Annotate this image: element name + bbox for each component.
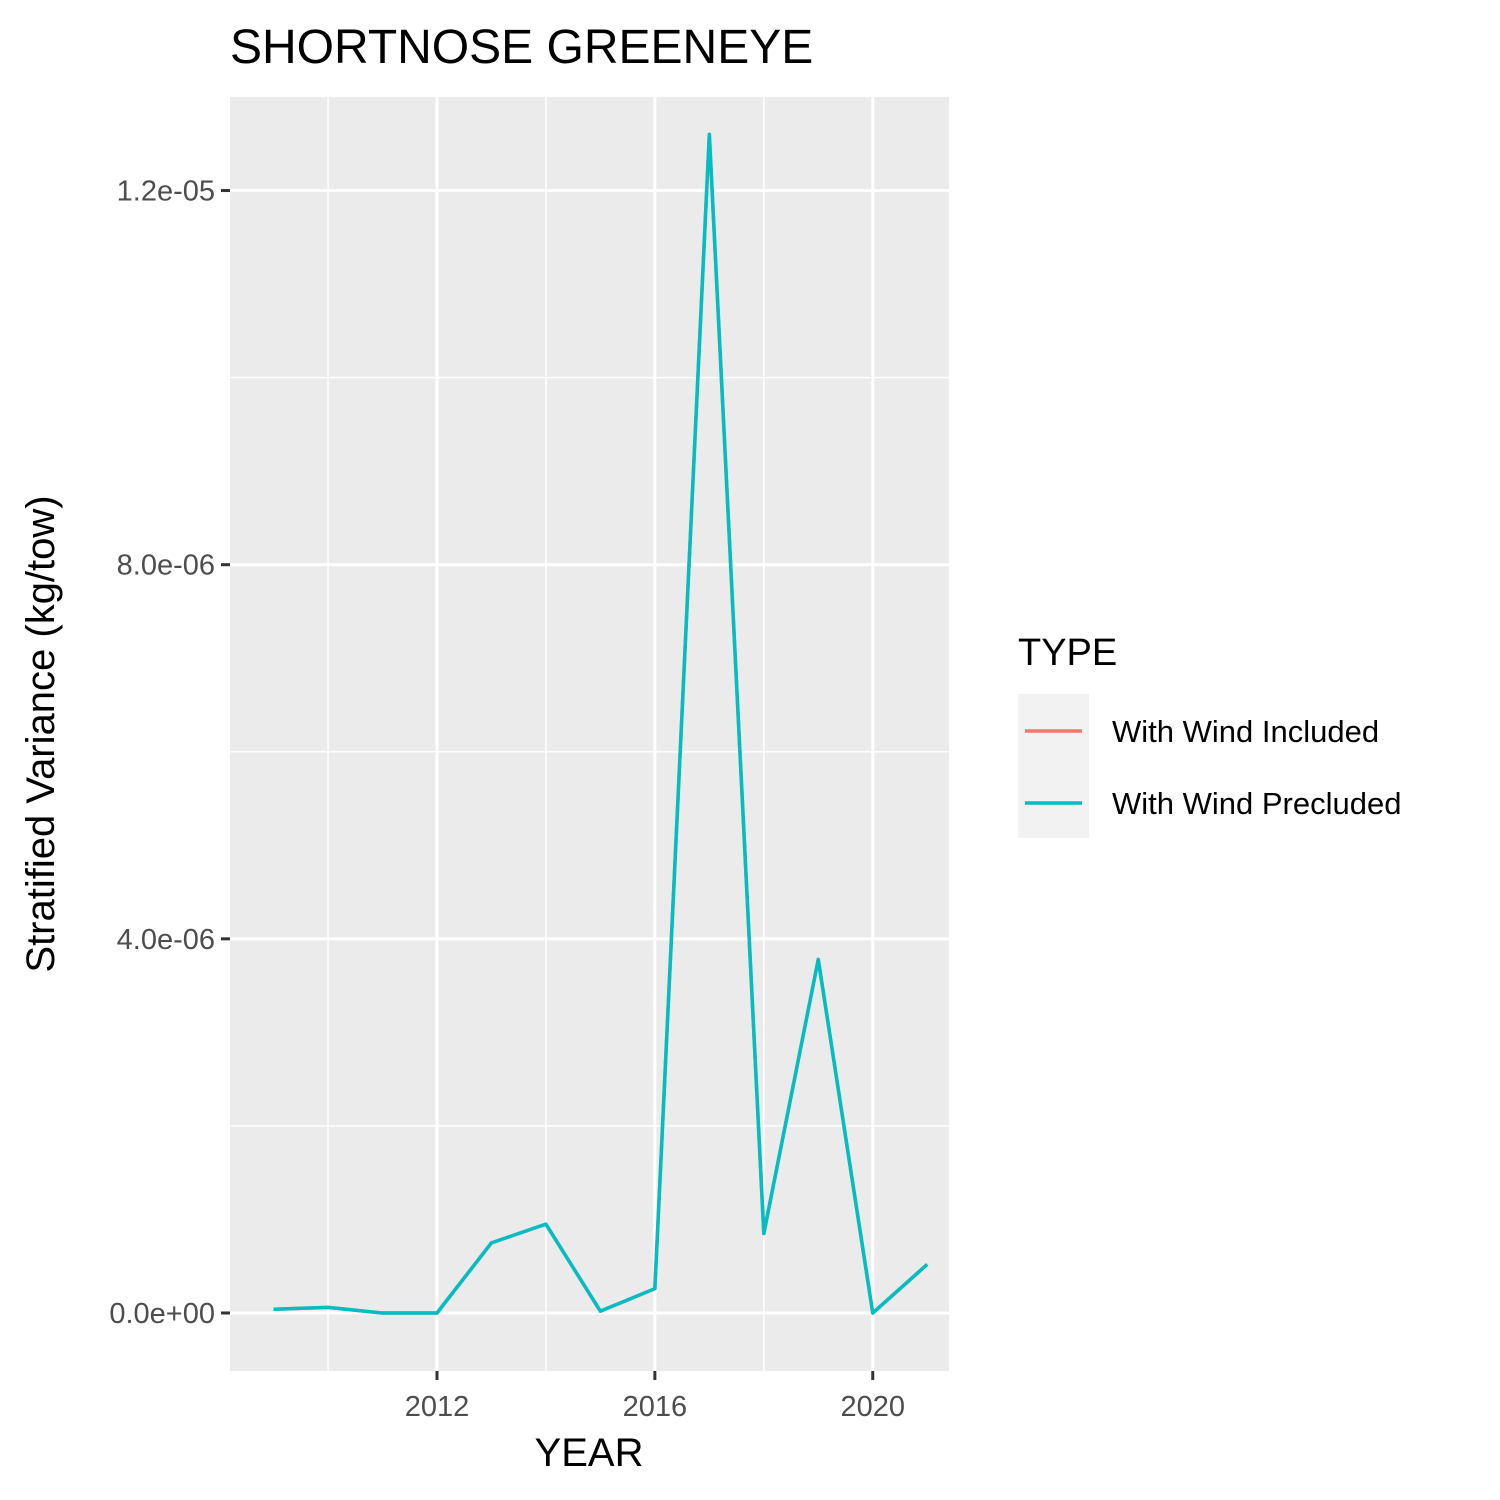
y-tick-label: 1.2e-05 xyxy=(117,176,215,208)
series-line-with-wind-precluded xyxy=(273,132,929,1315)
plot-panel xyxy=(230,97,949,1371)
legend-title: TYPE xyxy=(1018,632,1117,674)
grid-major xyxy=(230,97,949,1371)
y-axis: 0.0e+00 4.0e-06 8.0e-06 1.2e-05 xyxy=(109,176,230,1330)
y-tick-label: 4.0e-06 xyxy=(117,924,215,956)
grid-minor xyxy=(230,97,949,1371)
y-tick-label: 0.0e+00 xyxy=(109,1298,215,1330)
x-axis: 2012 2016 2020 xyxy=(405,1371,905,1423)
chart-title: SHORTNOSE GREENEYE xyxy=(230,21,813,74)
legend-label-with-wind-precluded: With Wind Precluded xyxy=(1112,786,1401,821)
legend-label-with-wind-included: With Wind Included xyxy=(1112,714,1379,749)
x-axis-title: YEAR xyxy=(535,1431,644,1475)
x-tick-label: 2016 xyxy=(623,1391,688,1423)
x-tick-label: 2020 xyxy=(840,1391,905,1423)
series-layer xyxy=(273,132,929,1315)
legend: TYPE With Wind Included With Wind Preclud… xyxy=(1018,632,1401,838)
legend-items: With Wind Included With Wind Precluded xyxy=(1025,714,1401,821)
legend-key-background xyxy=(1018,694,1089,838)
y-tick-label: 8.0e-06 xyxy=(117,550,215,582)
y-axis-title: Stratified Variance (kg/tow) xyxy=(19,495,63,972)
x-tick-label: 2012 xyxy=(405,1391,470,1423)
